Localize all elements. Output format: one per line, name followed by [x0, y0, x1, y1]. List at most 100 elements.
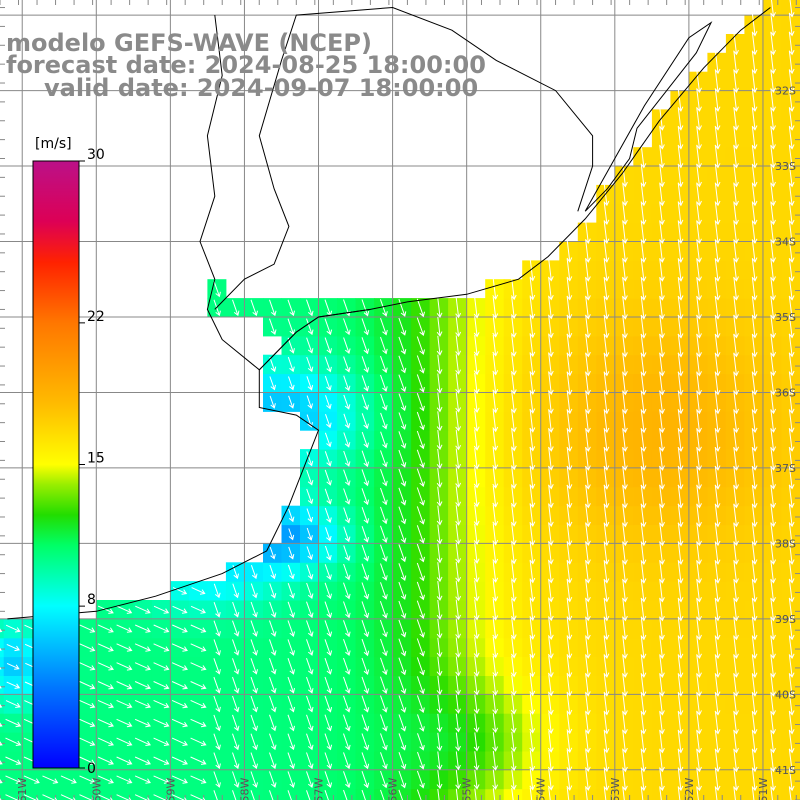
wind-arrow	[153, 775, 170, 784]
wind-arrow	[751, 428, 758, 452]
wind-arrow	[677, 503, 684, 528]
wind-arrow	[232, 299, 240, 317]
wind-arrow	[361, 563, 370, 581]
wind-cell	[725, 788, 745, 800]
wind-arrow	[677, 560, 684, 584]
wind-arrow	[473, 504, 480, 527]
wind-arrow	[770, 164, 776, 188]
wind-arrow	[585, 787, 588, 800]
wind-arrow	[380, 676, 388, 694]
wind-arrow	[714, 673, 721, 697]
wind-arrow	[788, 787, 792, 800]
wind-arrow	[190, 662, 207, 671]
wind-arrow	[751, 749, 758, 773]
wind-arrow	[770, 466, 777, 490]
wind-arrow	[733, 465, 740, 490]
wind-cell	[522, 788, 542, 800]
wind-arrow	[603, 390, 610, 415]
wind-arrow	[770, 32, 776, 56]
wind-arrow	[677, 352, 684, 377]
wind-arrow	[566, 352, 573, 377]
wind-arrow	[585, 428, 591, 452]
wind-arrow	[0, 703, 3, 708]
wind-arrow	[770, 503, 777, 528]
wind-arrow	[547, 768, 554, 791]
wind-arrow	[788, 258, 795, 282]
wind-arrow	[398, 789, 404, 800]
wind-arrow	[603, 692, 610, 716]
wind-arrow	[213, 790, 218, 800]
wind-arrow	[232, 601, 240, 618]
wind-arrow	[603, 768, 610, 792]
wind-arrow	[677, 749, 684, 773]
wind-arrow	[455, 580, 462, 602]
wind-cell	[133, 788, 153, 800]
wind-arrow	[548, 522, 554, 546]
wind-arrow	[696, 484, 702, 509]
wind-arrow	[529, 598, 536, 622]
wind-arrow	[788, 447, 795, 471]
wind-cell	[263, 788, 282, 800]
wind-arrow	[306, 771, 314, 788]
wind-arrow	[269, 639, 277, 656]
wind-arrow	[640, 183, 647, 207]
wind-arrow	[585, 371, 591, 396]
wind-arrow	[696, 296, 702, 320]
wind-arrow	[492, 655, 499, 678]
wind-arrow	[492, 372, 499, 395]
wind-arrow	[398, 714, 407, 732]
wind-arrow	[788, 598, 795, 622]
wind-arrow	[492, 788, 496, 800]
wind-arrow	[566, 334, 573, 358]
wind-arrow	[566, 522, 573, 546]
wind-arrow	[751, 277, 758, 301]
wind-arrow	[116, 643, 133, 652]
wind-arrow	[677, 315, 684, 339]
wind-arrow	[547, 296, 554, 320]
wind-arrow	[696, 164, 702, 188]
wind-arrow	[380, 412, 388, 430]
wind-cell	[559, 788, 579, 800]
wind-arrow	[510, 504, 517, 527]
wind-arrow	[361, 507, 370, 524]
wind-cell	[763, 788, 782, 800]
wind-arrow	[213, 658, 221, 675]
wind-arrow	[751, 221, 758, 244]
wind-arrow	[659, 428, 665, 452]
wind-arrow	[677, 202, 684, 226]
wind-arrow	[751, 447, 758, 471]
wind-arrow	[492, 315, 499, 338]
wind-arrow	[269, 376, 276, 391]
wind-arrow	[788, 371, 795, 396]
wind-cell	[77, 788, 97, 800]
wind-arrow	[751, 409, 758, 434]
wind-arrow	[770, 541, 777, 565]
wind-arrow	[788, 221, 795, 244]
wind-arrow	[510, 409, 517, 433]
wind-arrow	[659, 202, 665, 226]
wind-arrow	[213, 752, 221, 770]
wind-cell	[651, 788, 671, 800]
wind-arrow	[510, 542, 517, 565]
wind-arrow	[473, 410, 480, 432]
wind-arrow	[190, 681, 207, 690]
wind-arrow	[529, 712, 536, 734]
wind-arrow	[529, 428, 536, 452]
wind-arrow	[677, 541, 684, 565]
wind-arrow	[714, 333, 721, 358]
wind-arrow	[733, 503, 739, 528]
wind-arrow	[640, 522, 647, 547]
wind-arrow	[529, 674, 536, 697]
wind-arrow	[696, 258, 702, 282]
wind-arrow	[770, 126, 776, 150]
wind-arrow	[751, 560, 758, 584]
wind-arrow	[677, 239, 684, 263]
wind-arrow	[659, 390, 665, 415]
wind-arrow	[640, 202, 647, 226]
wind-arrow	[640, 636, 647, 660]
wind-arrow	[455, 505, 462, 526]
wind-arrow	[548, 466, 554, 490]
wind-arrow	[751, 258, 758, 282]
wind-arrow	[696, 541, 702, 565]
wind-arrow	[677, 711, 684, 735]
